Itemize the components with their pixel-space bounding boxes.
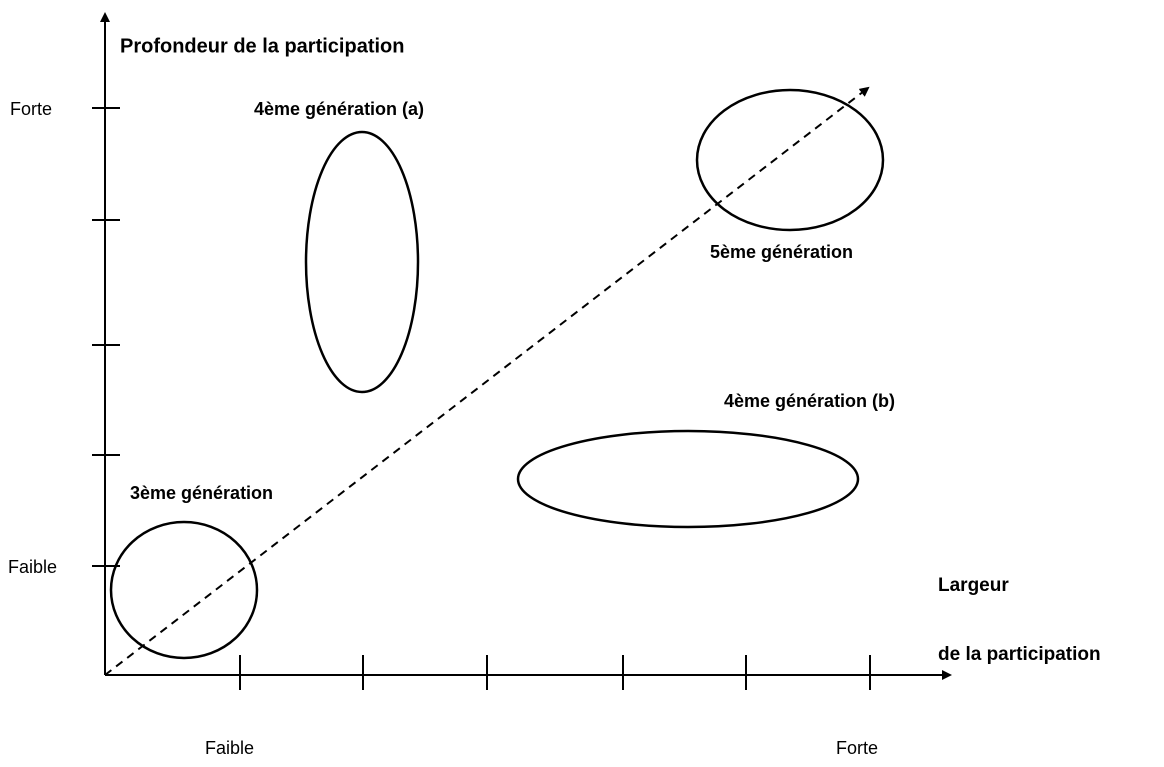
node-label: 4ème génération (a) <box>254 99 424 119</box>
ellipse <box>109 520 259 660</box>
x-low-label: Faible <box>205 738 254 758</box>
x-ticks <box>239 655 871 690</box>
ellipse <box>516 429 860 529</box>
trend-arrow <box>104 86 870 676</box>
x-axis-label: de la participation <box>938 644 1101 665</box>
ellipse <box>695 88 885 232</box>
node-label: 5ème génération <box>710 242 853 262</box>
node-label: 3ème génération <box>130 483 273 503</box>
x-high-label: Forte <box>836 738 878 758</box>
y-high-label: Forte <box>10 99 52 119</box>
node-label: 4ème génération (b) <box>724 391 895 411</box>
y-axis-label: Profondeur de la participation <box>120 35 404 57</box>
x-axis-label: Largeur <box>938 575 1009 596</box>
y-ticks <box>92 107 120 567</box>
ellipse <box>304 130 420 394</box>
y-low-label: Faible <box>8 557 57 577</box>
